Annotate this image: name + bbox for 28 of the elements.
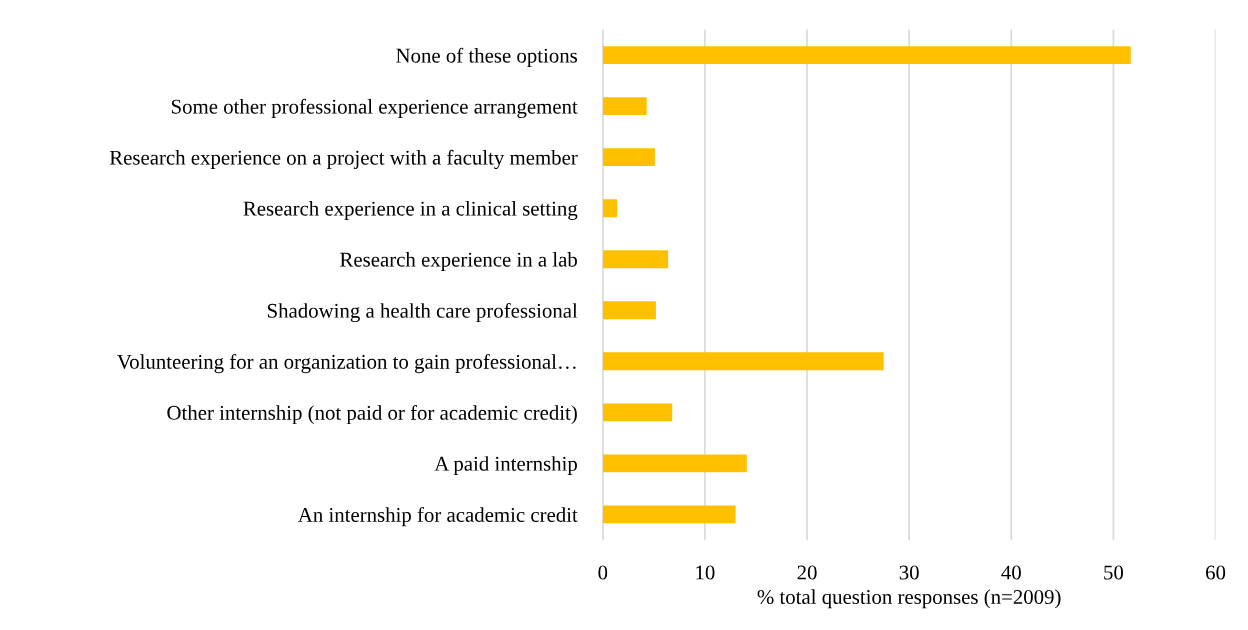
y-tick-label: None of these options — [396, 47, 578, 67]
x-tick-label: 40 — [1001, 565, 1021, 580]
bar — [602, 301, 656, 320]
bar — [602, 352, 884, 371]
bar — [602, 199, 618, 218]
x-tick-label: 30 — [899, 565, 919, 580]
bar — [602, 403, 673, 422]
y-tick-label: An internship for academic credit — [298, 507, 578, 527]
x-tick-label: 20 — [797, 565, 817, 580]
x-tick-label: 50 — [1104, 565, 1124, 580]
x-axis-title: % total question responses (n=2009) — [757, 589, 1061, 609]
bar — [602, 454, 747, 473]
y-tick-label: Research experience in a clinical setting — [243, 200, 578, 220]
bar — [602, 46, 1131, 65]
y-tick-label: Research experience on a project with a faculty member — [109, 149, 578, 170]
y-tick-label: A paid internship — [434, 456, 577, 476]
x-tick-label: 10 — [696, 565, 715, 580]
y-tick-label: Other internship (not paid or for academic credit) — [167, 405, 577, 425]
y-tick-label: Volunteering for an organization to gain professional… — [117, 353, 576, 374]
bar — [602, 505, 736, 524]
bar — [602, 148, 655, 167]
bar — [602, 97, 647, 116]
y-tick-label: Research experience in a lab — [340, 252, 577, 271]
bar — [602, 250, 669, 269]
y-tick-label: Some other professional experience arrangement — [171, 98, 578, 118]
y-tick-label: Shadowing a health care professional — [267, 302, 578, 323]
x-tick-label: 0 — [598, 565, 608, 580]
x-tick-label: 60 — [1206, 565, 1226, 580]
